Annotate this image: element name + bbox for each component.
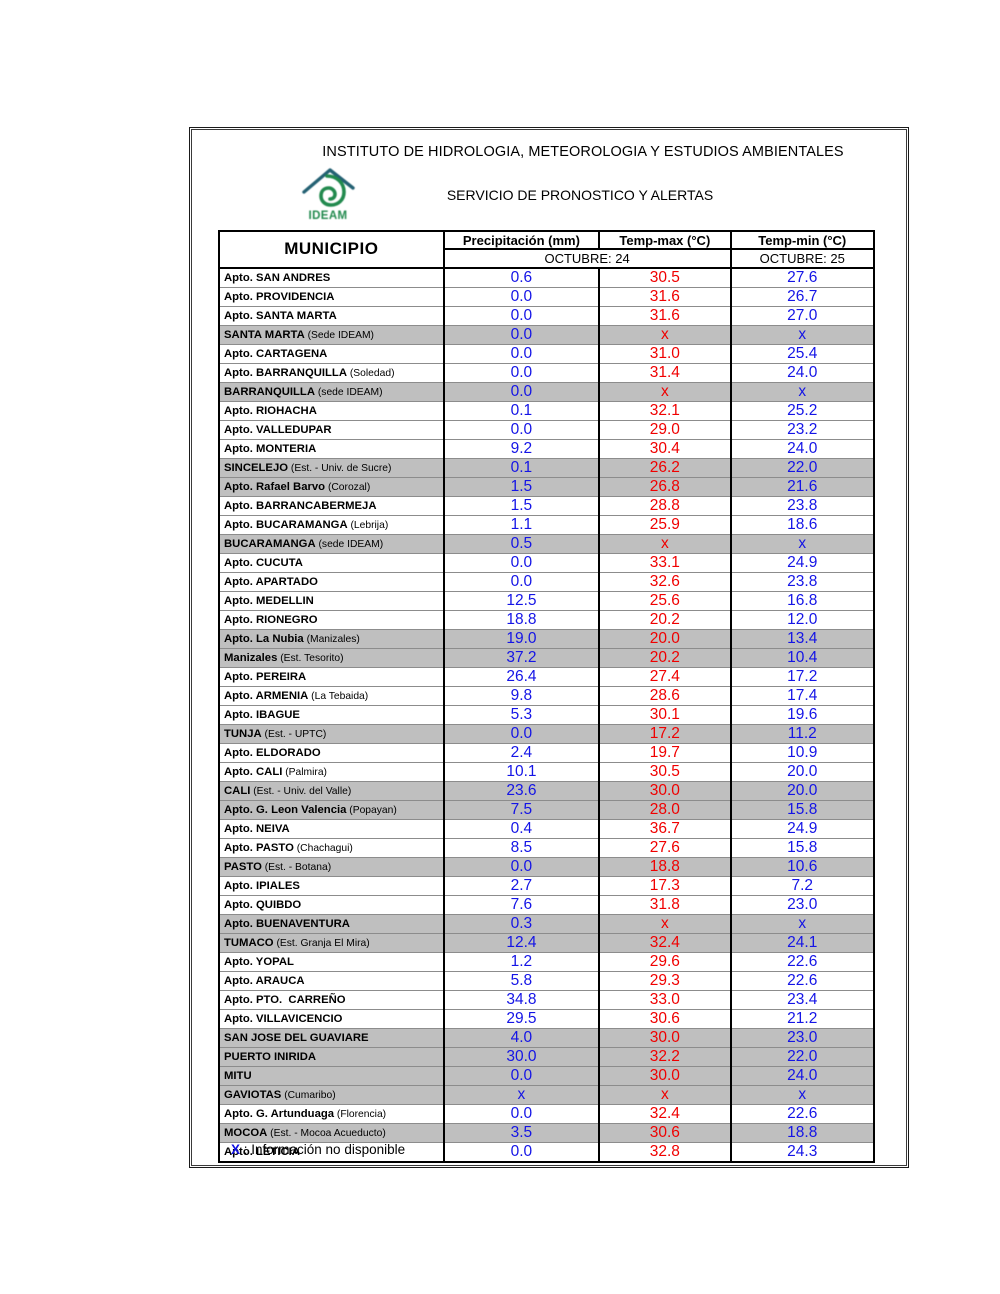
svg-text:IDEAM: IDEAM (308, 210, 347, 222)
